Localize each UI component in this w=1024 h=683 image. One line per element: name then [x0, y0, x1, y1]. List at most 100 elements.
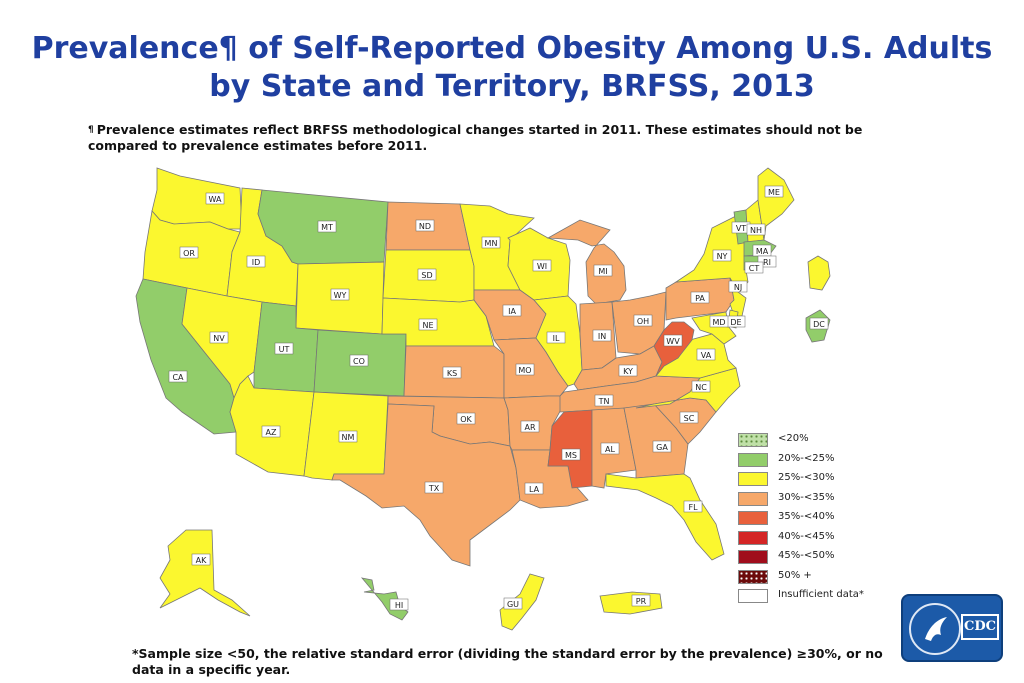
state-label-mn: MN — [481, 236, 501, 249]
state-label-box — [417, 268, 437, 281]
state-label-text: NV — [213, 334, 225, 343]
title-line-1: Prevalence¶ of Self-Reported Obesity Amo… — [31, 31, 993, 66]
pilcrow-mark: ¶ — [88, 125, 94, 135]
state-label-text: KY — [623, 367, 633, 376]
state-label-text: NY — [717, 252, 728, 261]
state-label-nv: NV — [209, 331, 229, 344]
legend-swatch — [738, 569, 768, 584]
state-label-ct: CT — [744, 261, 764, 274]
state-label-pa: PA — [690, 291, 710, 304]
state-label-nd: ND — [415, 219, 435, 232]
state-label-dc: DC — [809, 317, 829, 330]
footnote: *Sample size <50, the relative standard … — [132, 646, 883, 677]
state-label-de: DE — [726, 315, 746, 328]
state-label-box — [389, 598, 409, 611]
state-label-ky: KY — [618, 364, 638, 377]
state-label-box — [191, 553, 211, 566]
state-wa[interactable] — [151, 167, 243, 230]
state-label-box — [618, 364, 638, 377]
legend-label: 40%-<45% — [778, 530, 835, 542]
state-label-text: MS — [565, 451, 577, 460]
state-fl[interactable] — [605, 473, 725, 561]
state-label-text: WA — [209, 195, 222, 204]
state-label-text: TX — [428, 484, 440, 493]
state-label-box — [418, 318, 438, 331]
state-label-box — [744, 261, 764, 274]
state-label-al: AL — [600, 442, 620, 455]
state-label-wy: WY — [330, 288, 350, 301]
eagle-icon — [925, 617, 947, 641]
state-pr[interactable] — [599, 591, 663, 615]
state-label-text: AR — [524, 423, 535, 432]
legend-item: 30%-<35% — [738, 490, 938, 508]
state-label-box — [246, 255, 266, 268]
state-label-box — [652, 440, 672, 453]
state-label-ma: MA — [752, 244, 772, 257]
state-label-text: PA — [695, 294, 705, 303]
state-label-box — [594, 394, 614, 407]
state-label-box — [515, 363, 535, 376]
state-mi[interactable] — [546, 219, 627, 305]
hhs-seal-icon — [909, 603, 961, 655]
state-label-wv: WV — [663, 334, 683, 347]
state-label-ny: NY — [712, 249, 732, 262]
state-label-text: CT — [749, 264, 760, 273]
state-label-id: ID — [246, 255, 266, 268]
states-layer — [135, 167, 831, 631]
state-label-box — [520, 420, 540, 433]
state-label-box — [633, 314, 653, 327]
state-label-hi: HI — [389, 598, 409, 611]
state-label-box — [728, 280, 748, 293]
state-label-box — [330, 288, 350, 301]
legend-swatch — [738, 511, 768, 525]
state-label-text: KS — [447, 369, 457, 378]
legend-label: <20% — [778, 433, 809, 444]
state-label-text: FL — [688, 503, 698, 512]
state-label-box — [712, 249, 732, 262]
state-label-box — [593, 264, 613, 277]
state-label-box — [592, 329, 612, 342]
state-label-la: LA — [524, 482, 544, 495]
state-label-text: MA — [756, 247, 769, 256]
state-ri-inset[interactable] — [807, 255, 831, 291]
state-label-oh: OH — [633, 314, 653, 327]
state-label-box — [690, 291, 710, 304]
state-label-nc: NC — [691, 380, 711, 393]
legend-item: 45%-<50% — [738, 548, 938, 566]
legend-item: 25%-<30% — [738, 470, 938, 488]
state-label-text: MN — [485, 239, 498, 248]
state-label-box — [317, 220, 337, 233]
state-label-box — [179, 246, 199, 259]
state-labels-layer: WA OR CA ID NV MT WY UT CO AZ NM ND SD NE KS OK TX MN IA MO… — [168, 185, 829, 611]
state-label-wi: WI — [532, 259, 552, 272]
state-label-box — [757, 255, 777, 268]
legend-item: <20% — [738, 431, 938, 449]
legend-item: 20%-<25% — [738, 451, 938, 469]
state-label-box — [502, 304, 522, 317]
state-label-text: IN — [598, 332, 606, 341]
state-label-text: DC — [813, 320, 825, 329]
state-label-text: RI — [763, 258, 771, 267]
state-nc[interactable] — [635, 367, 741, 413]
state-label-text: CO — [353, 357, 365, 366]
state-label-box — [338, 430, 358, 443]
state-label-wa: WA — [205, 192, 225, 205]
state-label-text: MD — [712, 318, 725, 327]
state-label-box — [746, 223, 766, 236]
legend-swatch — [738, 491, 768, 506]
state-label-box — [691, 380, 711, 393]
state-label-text: LA — [529, 485, 540, 494]
legend-label: 35%-<40% — [778, 511, 835, 522]
state-label-or: OR — [179, 246, 199, 259]
state-label-text: NH — [750, 226, 762, 235]
legend-swatch — [738, 452, 768, 467]
state-label-text: PR — [636, 597, 647, 606]
state-ak[interactable] — [159, 529, 251, 617]
state-label-ks: KS — [442, 366, 462, 379]
state-label-text: SC — [684, 414, 695, 423]
state-label-text: NE — [422, 321, 433, 330]
state-label-box — [205, 192, 225, 205]
state-label-box — [663, 334, 683, 347]
state-label-box — [532, 259, 552, 272]
state-label-box — [631, 594, 651, 607]
